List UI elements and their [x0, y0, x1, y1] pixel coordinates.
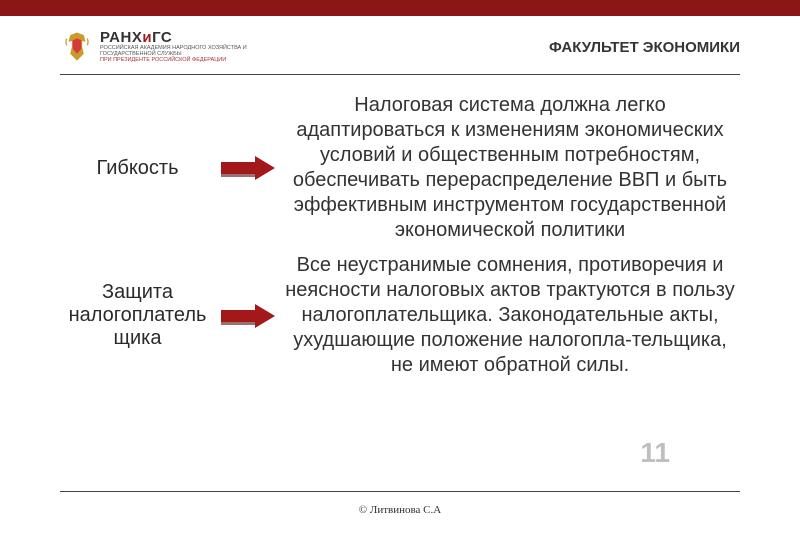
arrow-icon: [215, 154, 280, 182]
term-label: Гибкость: [60, 157, 215, 180]
arrow-icon: [215, 302, 280, 330]
definition-row: Защита налогоплатель щика Все неустраним…: [60, 253, 740, 378]
copyright: © Литвинова С.А: [0, 504, 800, 516]
content-area: Гибкость Налоговая система должна легко …: [0, 85, 800, 378]
logo-part-c: ГС: [152, 29, 172, 46]
header: РАНХиГС РОССИЙСКАЯ АКАДЕМИЯ НАРОДНОГО ХО…: [0, 16, 800, 74]
logo-sub2: ПРИ ПРЕЗИДЕНТЕ РОССИЙСКОЙ ФЕДЕРАЦИИ: [100, 58, 250, 64]
page-number: 11: [640, 437, 670, 469]
logo-part-a: РАНХ: [100, 29, 142, 46]
logo-main: РАНХиГС: [100, 30, 250, 46]
term-label: Защита налогоплатель щика: [60, 281, 215, 350]
logo-block: РАНХиГС РОССИЙСКАЯ АКАДЕМИЯ НАРОДНОГО ХО…: [60, 30, 250, 64]
faculty-title: ФАКУЛЬТЕТ ЭКОНОМИКИ: [549, 39, 740, 56]
logo-text: РАНХиГС РОССИЙСКАЯ АКАДЕМИЯ НАРОДНОГО ХО…: [100, 30, 250, 63]
top-accent-bar: [0, 0, 800, 16]
footer-rule: [60, 491, 740, 492]
definition-text: Все неустранимые сомнения, противоречия …: [280, 253, 740, 378]
header-rule: [60, 74, 740, 75]
crest-icon: [60, 30, 94, 64]
definition-text: Налоговая система должна легко адаптиров…: [280, 93, 740, 243]
logo-part-b: и: [142, 29, 152, 46]
definition-row: Гибкость Налоговая система должна легко …: [60, 93, 740, 243]
